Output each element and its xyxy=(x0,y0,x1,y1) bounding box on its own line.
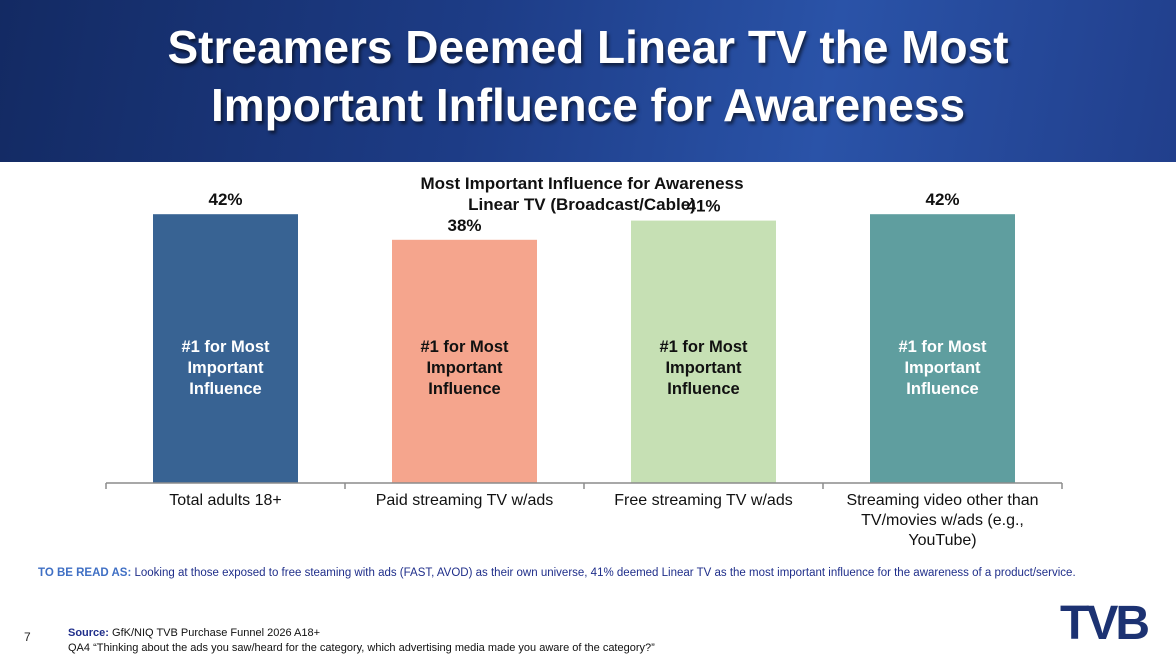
data-label-1: 42% xyxy=(208,190,242,209)
note-lead: TO BE READ AS: xyxy=(38,567,132,579)
bar-text-2-line-1: #1 for Most xyxy=(420,338,509,356)
tvb-logo: TVB xyxy=(1060,597,1150,650)
data-label-2: 38% xyxy=(447,216,481,235)
source-block: Source: GfK/NIQ TVB Purchase Funnel 2026… xyxy=(68,626,655,656)
chart-subtitle: Linear TV (Broadcast/Cable) xyxy=(468,195,696,214)
bar-1 xyxy=(153,214,298,483)
source-question: QA4 “Thinking about the ads you saw/hear… xyxy=(68,642,655,654)
category-label-4-line-1: Streaming video other than xyxy=(846,492,1038,509)
page-number: 7 xyxy=(24,630,31,644)
bar-4 xyxy=(870,214,1015,483)
source-text: GfK/NIQ TVB Purchase Funnel 2026 A18+ xyxy=(112,627,321,639)
read-as-note: TO BE READ AS: Looking at those exposed … xyxy=(38,567,1158,579)
bar-text-1-line-2: Important xyxy=(187,359,264,377)
page-title: Streamers Deemed Linear TV the Most Impo… xyxy=(0,18,1176,134)
source-label: Source: xyxy=(68,627,109,639)
title-banner: Streamers Deemed Linear TV the Most Impo… xyxy=(0,0,1176,162)
bar-text-1-line-1: #1 for Most xyxy=(181,338,270,356)
bar-2 xyxy=(392,239,537,483)
bar-3 xyxy=(631,220,776,483)
chart-title: Most Important Influence for Awareness xyxy=(420,174,744,193)
bar-text-4-line-3: Influence xyxy=(906,380,978,398)
category-label-2-line-1: Paid streaming TV w/ads xyxy=(376,492,554,509)
bar-text-1-line-3: Influence xyxy=(189,380,261,398)
bar-chart: 42% #1 for Most Important Influence Total ad… xyxy=(105,190,1063,549)
chart-title-block: Most Important Influence for Awareness L… xyxy=(282,173,882,215)
category-label-4-line-3: YouTube) xyxy=(908,532,976,549)
data-label-4: 42% xyxy=(925,190,959,209)
category-label-1-line-1: Total adults 18+ xyxy=(169,492,282,509)
bar-text-3-line-2: Important xyxy=(665,359,742,377)
category-label-4-line-2: TV/movies w/ads (e.g., xyxy=(861,512,1024,529)
page-title-line-1: Streamers Deemed Linear TV the Most xyxy=(167,21,1009,73)
bar-text-3-line-3: Influence xyxy=(667,380,739,398)
note-text: Looking at those exposed to free steamin… xyxy=(134,567,1076,579)
page-title-line-2: Important Influence for Awareness xyxy=(210,79,966,131)
category-label-3-line-1: Free streaming TV w/ads xyxy=(614,492,792,509)
bar-text-3-line-1: #1 for Most xyxy=(659,338,748,356)
data-label-3: 41% xyxy=(686,197,720,216)
bar-text-2-line-3: Influence xyxy=(428,380,500,398)
bar-text-2-line-2: Important xyxy=(426,359,503,377)
bar-text-4-line-2: Important xyxy=(904,359,981,377)
bar-text-4-line-1: #1 for Most xyxy=(898,338,987,356)
